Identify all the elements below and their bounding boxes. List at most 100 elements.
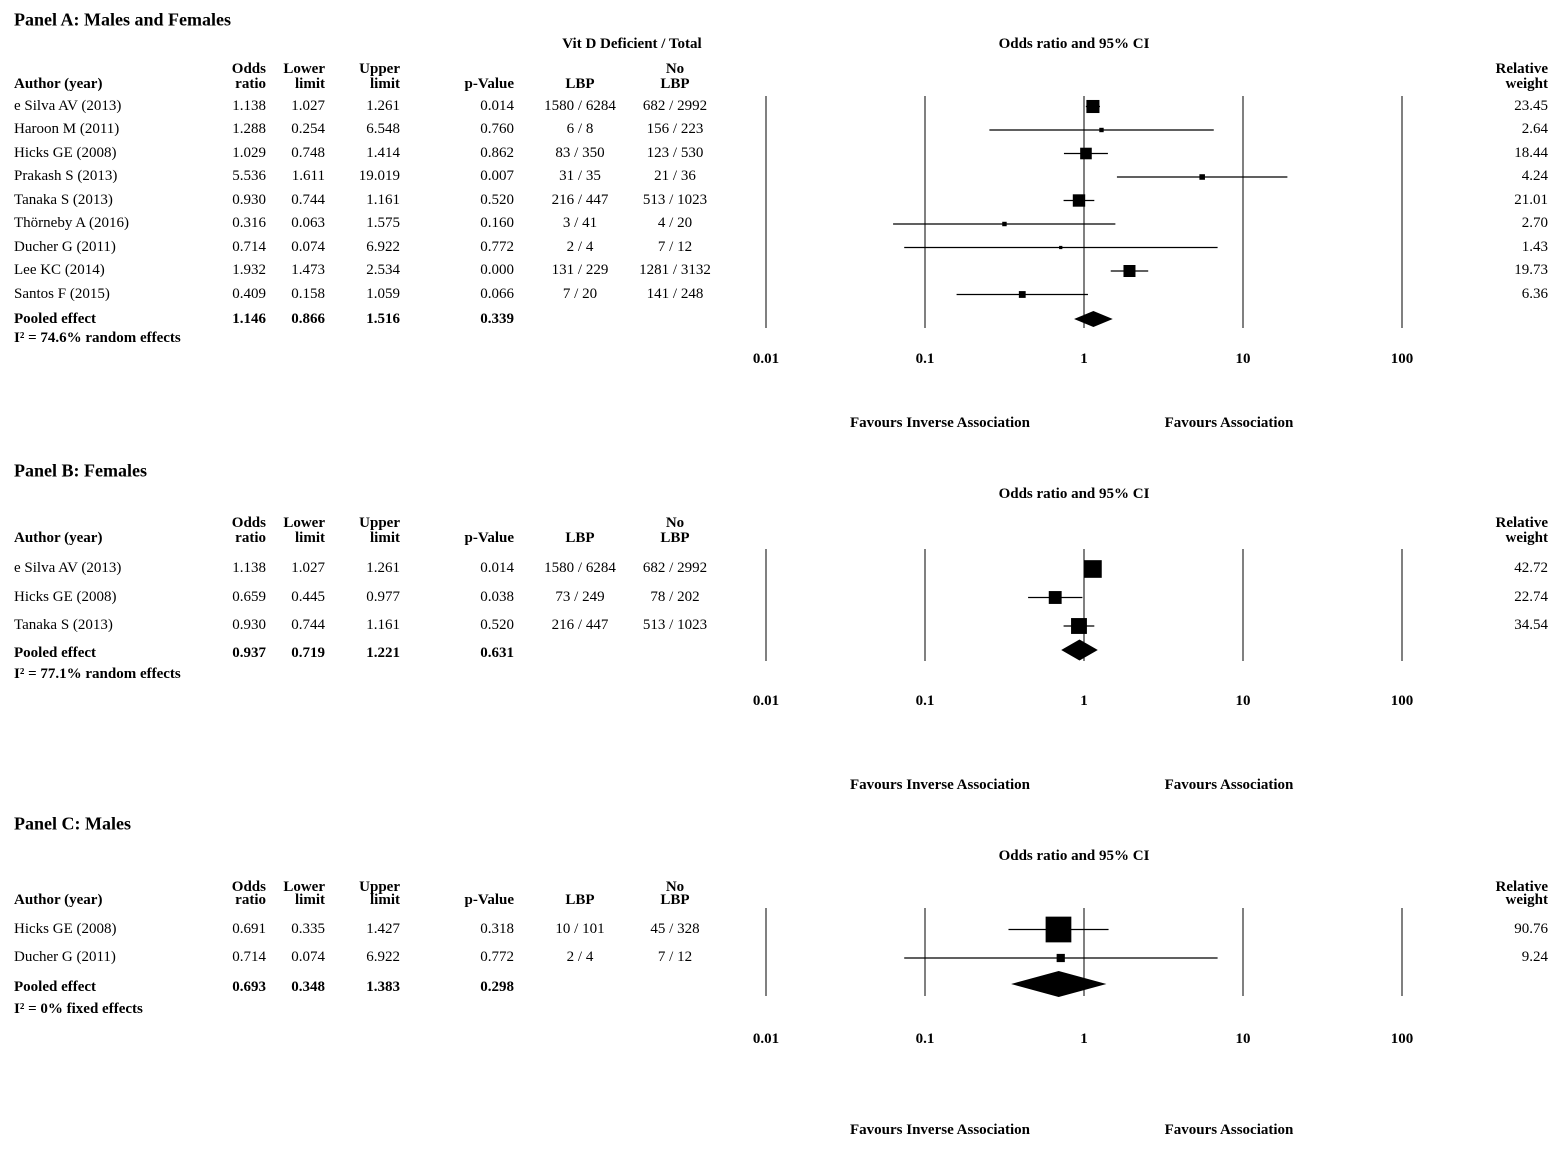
cell-lbp: 10 / 101: [555, 920, 605, 937]
cell-no-lbp: 141 / 248: [646, 285, 704, 302]
favours-association-label: Favours Association: [1164, 777, 1294, 794]
axis-tick-label: 1: [1080, 1031, 1088, 1048]
cell-p-value: 0.772: [480, 949, 514, 966]
cell-lbp: 2 / 4: [566, 238, 594, 255]
pooled-upper-limit: 1.516: [366, 311, 400, 328]
cell-no-lbp: 7 / 12: [657, 238, 693, 255]
cell-lower-limit: 0.158: [291, 285, 325, 302]
cell-relative-weight: 19.73: [1514, 262, 1548, 279]
col-header-lower-limit: Lower: [283, 879, 325, 896]
pooled-effect-diamond: [1061, 639, 1098, 661]
panel-title: Panel A: Males and Females: [14, 9, 231, 30]
cell-odds-ratio: 0.316: [232, 215, 266, 232]
cell-relative-weight: 4.24: [1521, 168, 1548, 185]
cell-lower-limit: 0.748: [291, 144, 325, 161]
col-header-upper-limit: Upper: [359, 879, 400, 896]
axis-tick-label: 0.1: [915, 1031, 935, 1048]
cell-upper-limit: 19.019: [358, 168, 400, 185]
cell-p-value: 0.520: [480, 617, 514, 634]
pooled-odds-ratio: 0.693: [232, 979, 266, 996]
cell-lbp: 3 / 41: [562, 215, 598, 232]
cell-upper-limit: 0.977: [366, 588, 400, 605]
cell-upper-limit: 1.261: [366, 560, 400, 577]
cell-p-value: 0.862: [480, 144, 514, 161]
pooled-lower-limit: 0.866: [291, 311, 325, 328]
cell-relative-weight: 18.44: [1514, 144, 1548, 161]
cell-no-lbp: 1281 / 3132: [639, 262, 711, 279]
odds-ratio-square: [1002, 221, 1007, 227]
odds-ratio-square: [1123, 265, 1136, 277]
pooled-label: Pooled effect: [14, 645, 97, 662]
cell-lower-limit: 1.473: [291, 262, 325, 279]
col-header-odds-ratio: ratio: [235, 892, 266, 909]
col-header-relative-weight: Relative: [1495, 879, 1548, 896]
col-header-odds-ratio: ratio: [235, 76, 266, 93]
cell-p-value: 0.760: [480, 121, 514, 138]
cell-no-lbp: 123 / 530: [646, 144, 704, 161]
col-header-lbp: LBP: [565, 530, 595, 547]
col-header-p-value: p-Value: [464, 892, 514, 909]
cell-relative-weight: 34.54: [1514, 617, 1548, 634]
heterogeneity-note: I² = 77.1% random effects: [14, 666, 181, 683]
cell-lower-limit: 0.744: [291, 191, 325, 208]
col-header-lbp: LBP: [565, 892, 595, 909]
cell-p-value: 0.160: [480, 215, 514, 232]
cell-lbp: 73 / 249: [555, 588, 605, 605]
cell-upper-limit: 1.261: [366, 97, 400, 114]
col-header-no-lbp: LBP: [660, 892, 690, 909]
col-header-lbp: LBP: [565, 76, 595, 93]
heterogeneity-note: I² = 0% fixed effects: [14, 1001, 143, 1018]
col-header-odds-ratio: ratio: [235, 530, 266, 547]
cell-lower-limit: 0.744: [291, 617, 325, 634]
favours-inverse-association-label: Favours Inverse Association: [850, 777, 1030, 794]
cell-p-value: 0.772: [480, 238, 514, 255]
cell-lbp: 7 / 20: [562, 285, 598, 302]
cell-upper-limit: 1.427: [366, 920, 400, 937]
axis-tick-label: 100: [1390, 351, 1414, 368]
cell-lbp: 1580 / 6284: [544, 560, 616, 577]
cell-no-lbp: 78 / 202: [650, 588, 700, 605]
cell-odds-ratio: 0.930: [232, 191, 266, 208]
col-header-relative-weight: Relative: [1495, 515, 1548, 532]
cell-p-value: 0.038: [480, 588, 514, 605]
panel-title: Panel C: Males: [14, 813, 131, 834]
axis-tick-label: 1: [1080, 351, 1088, 368]
col-header-relative-weight: Relative: [1495, 61, 1548, 78]
cell-lower-limit: 1.027: [291, 560, 325, 577]
cell-upper-limit: 1.161: [366, 617, 400, 634]
odds-ratio-ci-header: Odds ratio and 95% CI: [998, 848, 1150, 865]
odds-ratio-ci-header: Odds ratio and 95% CI: [998, 36, 1150, 53]
col-header-lower-limit: limit: [295, 892, 325, 909]
col-header-lower-limit: limit: [295, 76, 325, 93]
odds-ratio-square: [1018, 291, 1026, 298]
cell-odds-ratio: 0.714: [232, 238, 266, 255]
odds-ratio-square: [1056, 953, 1065, 963]
cell-no-lbp: 513 / 1023: [642, 617, 708, 634]
cell-p-value: 0.318: [480, 920, 514, 937]
col-header-odds-ratio: Odds: [231, 879, 266, 896]
cell-lbp: 131 / 229: [551, 262, 609, 279]
cell-no-lbp: 682 / 2992: [642, 97, 708, 114]
cell-lower-limit: 0.445: [291, 588, 325, 605]
cell-p-value: 0.014: [480, 560, 514, 577]
cell-upper-limit: 1.414: [366, 144, 400, 161]
axis-tick-label: 10: [1235, 351, 1251, 368]
cell-author: Hicks GE (2008): [14, 144, 117, 161]
cell-lower-limit: 0.063: [291, 215, 325, 232]
cell-relative-weight: 2.64: [1521, 121, 1548, 138]
col-header-relative-weight: weight: [1505, 76, 1549, 93]
cell-upper-limit: 1.059: [366, 285, 400, 302]
cell-lower-limit: 0.074: [291, 238, 325, 255]
cell-relative-weight: 9.24: [1521, 949, 1548, 966]
col-header-upper-limit: limit: [370, 530, 400, 547]
odds-ratio-square: [1099, 127, 1104, 133]
cell-odds-ratio: 0.409: [232, 285, 266, 302]
favours-association-label: Favours Association: [1164, 1122, 1294, 1139]
cell-upper-limit: 2.534: [366, 262, 400, 279]
cell-lower-limit: 0.335: [291, 920, 325, 937]
cell-relative-weight: 22.74: [1514, 588, 1548, 605]
odds-ratio-square: [1084, 560, 1102, 578]
axis-tick-label: 0.1: [915, 351, 935, 368]
pooled-upper-limit: 1.383: [366, 979, 400, 996]
cell-lbp: 31 / 35: [559, 168, 601, 185]
